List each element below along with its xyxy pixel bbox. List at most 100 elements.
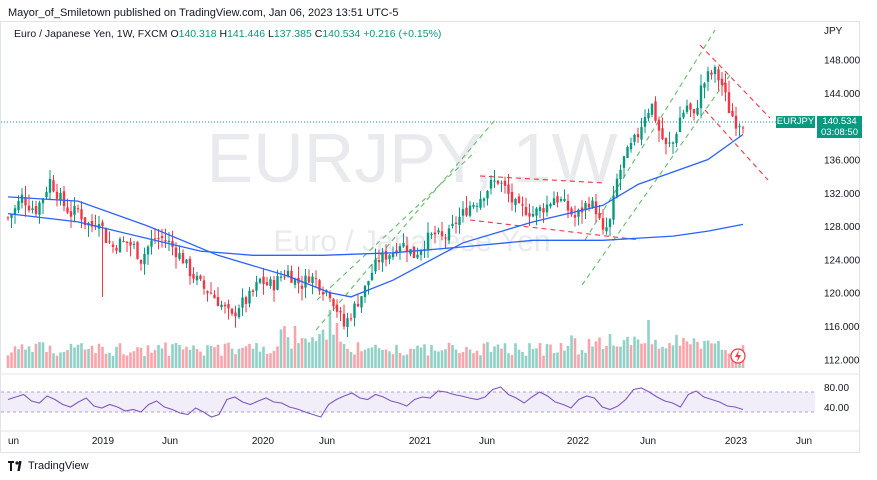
- candle-body: [440, 231, 444, 237]
- volume-bar: [230, 348, 234, 368]
- last-price-box: 140.534 03:08:50: [817, 116, 862, 138]
- trend-line: [316, 151, 476, 301]
- candle-body: [262, 276, 265, 284]
- candle-body: [605, 227, 608, 232]
- candle-body: [335, 304, 339, 312]
- candle-body: [374, 259, 377, 272]
- volume-bar: [279, 329, 283, 368]
- volume-bar: [265, 354, 269, 368]
- candle-body: [129, 241, 132, 246]
- volume-bar: [48, 345, 52, 368]
- tradingview-footer[interactable]: TradingView: [8, 460, 89, 472]
- candle-body: [122, 240, 125, 242]
- volume-bar: [55, 355, 59, 368]
- volume-bar: [703, 340, 706, 368]
- trend-line: [479, 175, 606, 184]
- candle-body: [248, 290, 251, 304]
- volume-bar: [34, 343, 38, 368]
- candle-body: [489, 179, 493, 189]
- volume-bar: [601, 349, 605, 368]
- candle-body: [717, 69, 720, 81]
- candle-body: [566, 200, 570, 211]
- volume-bar: [216, 344, 220, 368]
- time-tick: 2020: [252, 436, 275, 447]
- volume-bar: [321, 329, 325, 368]
- legend-low-label: L: [267, 28, 274, 40]
- volume-bar: [395, 344, 398, 368]
- volume-bar: [174, 343, 178, 368]
- volume-bar: [479, 355, 482, 368]
- volume-bar: [318, 334, 321, 368]
- volume-bar: [475, 350, 479, 368]
- price-tick: 120.000: [824, 289, 861, 300]
- volume-bar: [286, 337, 290, 368]
- bar-countdown: 03:08:50: [821, 127, 858, 138]
- volume-bar: [615, 346, 619, 368]
- time-tick: Jun: [162, 436, 178, 447]
- volume-bar: [125, 355, 129, 368]
- candle-body: [447, 228, 451, 241]
- candle-body: [279, 276, 283, 278]
- price-tick: 132.000: [824, 189, 861, 200]
- candle-body: [258, 278, 262, 283]
- candle-body: [507, 184, 510, 194]
- sma-slow-line: [7, 212, 744, 256]
- candle-body: [346, 318, 349, 327]
- candle-body: [41, 198, 45, 204]
- candle-body: [160, 236, 164, 238]
- volume-bar: [94, 353, 97, 368]
- volume-bar: [62, 351, 66, 368]
- volume-bar: [391, 354, 395, 368]
- currency-label: JPY: [824, 26, 843, 37]
- volume-bar: [45, 351, 48, 368]
- ohlc-legend: Euro / Japanese Yen, 1W, FXCM O140.318 H…: [14, 28, 441, 40]
- candle-body: [339, 311, 342, 313]
- volume-bar: [664, 348, 668, 368]
- time-tick: 2023: [725, 436, 748, 447]
- time-tick: Jun: [640, 436, 656, 447]
- candle-body: [661, 128, 664, 139]
- volume-bar: [437, 351, 440, 368]
- price-axis-ticks: 148.000144.000140.000136.000132.000128.0…: [824, 56, 861, 367]
- volume-bar: [10, 352, 13, 368]
- candle-body: [433, 232, 437, 235]
- volume-bar: [234, 354, 237, 368]
- volume-bar: [419, 347, 423, 368]
- volume-bar: [272, 350, 276, 368]
- candle-body: [244, 297, 248, 305]
- volume-bar: [699, 348, 703, 368]
- volume-bar: [468, 349, 472, 368]
- volume-bar: [692, 338, 696, 368]
- candle-body: [17, 201, 20, 211]
- volume-bar: [598, 337, 601, 368]
- volume-bar: [552, 353, 556, 368]
- legend-open-label: O: [170, 28, 179, 40]
- candle-body: [356, 303, 360, 307]
- candle-body: [181, 252, 185, 264]
- volume-bar: [41, 342, 45, 368]
- trendlines: [315, 29, 771, 331]
- volume-bar: [710, 343, 713, 368]
- candle-body: [514, 198, 517, 205]
- candle-body: [69, 211, 73, 217]
- candle-body: [633, 134, 636, 142]
- candle-body: [685, 105, 689, 112]
- candle-body: [384, 250, 388, 260]
- candle-body: [188, 258, 192, 277]
- candle-body: [657, 119, 661, 131]
- candle-body: [300, 285, 304, 289]
- candle-body: [563, 198, 566, 202]
- volume-bar: [440, 350, 444, 368]
- volume-bar: [346, 348, 349, 368]
- candle-body: [584, 202, 587, 211]
- candle-body: [146, 246, 150, 255]
- candle-body: [461, 209, 465, 216]
- candle-body: [83, 217, 87, 226]
- alert-flash-icon[interactable]: [730, 348, 746, 364]
- candle-body: [174, 247, 178, 258]
- trend-line: [315, 119, 496, 331]
- candle-body: [276, 276, 279, 290]
- volume-bar: [157, 345, 160, 368]
- volume-bar: [136, 347, 139, 368]
